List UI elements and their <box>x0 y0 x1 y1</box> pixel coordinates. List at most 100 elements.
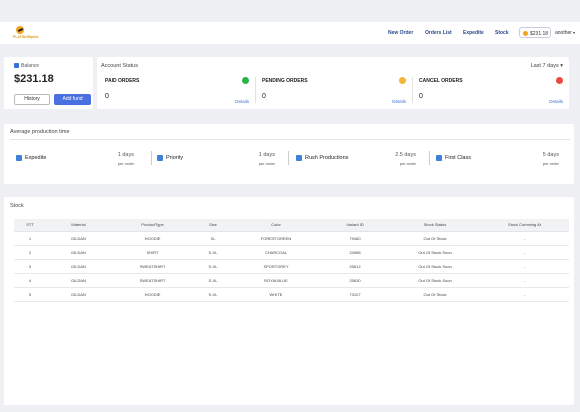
table-row: 2 GILDAN SHIRT S‑XL CHARCOAL 24088 Out O… <box>14 245 569 260</box>
table-cell: GILDAN <box>46 273 111 288</box>
production-item-name: Rush Productions <box>305 155 349 161</box>
table-cell: HOODIE <box>111 287 194 302</box>
production-item-expedite: Expedite 1 days per order <box>16 152 141 170</box>
pending-orders-details-link[interactable]: Details <box>392 99 406 104</box>
table-cell: - <box>480 245 569 260</box>
first-class-icon <box>436 155 442 161</box>
table-row: 3 GILDAN SWEATSHIRT S‑XL SPORTGREY 25612… <box>14 259 569 274</box>
column-header[interactable]: Stock Status <box>390 219 480 232</box>
production-item-days: 2.5 days <box>395 152 416 158</box>
table-cell: 79460 <box>320 231 390 246</box>
pending-orders-label: PENDING ORDERS <box>262 78 308 84</box>
table-cell: S‑XL <box>194 273 232 288</box>
nav-stock[interactable]: Stock <box>495 30 509 36</box>
table-cell: GILDAN <box>46 287 111 302</box>
production-item-rush: Rush Productions 2.5 days per order <box>296 152 421 170</box>
paid-orders-details-link[interactable]: Details <box>235 99 249 104</box>
divider <box>10 139 570 140</box>
column-header[interactable]: Variant ID <box>320 219 390 232</box>
table-cell: - <box>480 287 569 302</box>
chevron-down-icon: ▾ <box>560 63 563 69</box>
table-cell: SHIRT <box>111 245 194 260</box>
coin-icon <box>523 30 528 36</box>
cancel-orders-label: CANCEL ORDERS <box>419 78 463 84</box>
production-item-days: 5 days <box>542 152 559 158</box>
pending-orders-box: PENDING ORDERS 0 Details <box>258 73 409 107</box>
production-item-name: First Class <box>445 155 471 161</box>
stock-card: Stock STT Material ProductType Size Colo… <box>4 197 574 405</box>
production-time-card: Average production time Expedite 1 days … <box>4 124 574 184</box>
table-cell: ROYALBLUE <box>232 273 320 288</box>
table-cell: CHARCOAL <box>232 245 320 260</box>
balance-card: Balance $231.18 History Add fund <box>4 57 93 109</box>
balance-pill[interactable]: $231.18 <box>519 27 551 38</box>
logo-text: PLATINUMprint <box>13 35 39 39</box>
balance-value: $231.18 <box>14 73 54 85</box>
wallet-icon <box>14 63 19 68</box>
cancel-orders-details-link[interactable]: Details <box>549 99 563 104</box>
column-header[interactable]: ProductType <box>111 219 194 232</box>
table-row: 4 GILDAN SWEATSHIRT S‑XL ROYALBLUE 25630… <box>14 273 569 288</box>
table-cell: GILDAN <box>46 245 111 260</box>
table-row: 5 GILDAN HOODIE S‑XL WHITE 73107 Out Of … <box>14 287 569 302</box>
table-cell: S‑XL <box>194 245 232 260</box>
table-cell: - <box>480 273 569 288</box>
table-cell: 3 <box>14 259 46 274</box>
table-cell: SWEATSHIRT <box>111 259 194 274</box>
account-status-card: Account Status Last 7 days ▾ PAID ORDERS… <box>97 57 569 109</box>
table-cell: HOODIE <box>111 231 194 246</box>
nav-orders-list[interactable]: Orders List <box>425 30 452 36</box>
account-status-title: Account Status <box>101 63 138 69</box>
table-cell: WHITE <box>232 287 320 302</box>
table-cell: SWEATSHIRT <box>111 273 194 288</box>
production-item-per: per order <box>399 161 416 166</box>
priority-icon <box>157 155 163 161</box>
production-time-title: Average production time <box>10 129 70 135</box>
table-row: 1 GILDAN HOODIE XL FORESTGREEN 79460 Out… <box>14 231 569 246</box>
table-cell: Out Of Stock Soon <box>390 259 480 274</box>
table-cell: S‑XL <box>194 287 232 302</box>
rush-icon <box>296 155 302 161</box>
column-header[interactable]: Stock Comming At <box>480 219 569 232</box>
stock-title: Stock <box>10 203 24 209</box>
divider <box>288 151 289 165</box>
date-range-select[interactable]: Last 7 days ▾ <box>530 63 563 69</box>
column-header[interactable]: STT <box>14 219 46 232</box>
table-cell: Out Of Stock Soon <box>390 273 480 288</box>
table-cell: Out Of Stock <box>390 231 480 246</box>
logo-icon <box>16 26 24 34</box>
paid-status-icon <box>242 77 249 84</box>
table-cell: FORESTGREEN <box>232 231 320 246</box>
production-item-days: 1 days <box>258 152 275 158</box>
production-item-name: Expedite <box>25 155 47 161</box>
production-item-priority: Priority 1 days per order <box>157 152 282 170</box>
balance-label: Balance <box>14 63 39 69</box>
table-cell: - <box>480 259 569 274</box>
column-header[interactable]: Size <box>194 219 232 232</box>
logo[interactable]: PLATINUMprint <box>13 25 41 41</box>
add-fund-button[interactable]: Add fund <box>54 94 91 105</box>
table-header-row: STT Material ProductType Size Color Vari… <box>14 219 569 232</box>
production-item-per: per order <box>258 161 275 166</box>
divider <box>151 151 152 165</box>
history-button[interactable]: History <box>14 94 50 105</box>
paid-orders-box: PAID ORDERS 0 Details <box>101 73 252 107</box>
table-cell: - <box>480 231 569 246</box>
nav-expedite[interactable]: Expedite <box>463 30 484 36</box>
table-cell: 2 <box>14 245 46 260</box>
pending-status-icon <box>399 77 406 84</box>
table-cell: 25612 <box>320 259 390 274</box>
user-menu[interactable]: another▾ <box>555 30 575 36</box>
table-cell: 25630 <box>320 273 390 288</box>
chevron-down-icon: ▾ <box>572 30 575 35</box>
table-cell: GILDAN <box>46 259 111 274</box>
pending-orders-count: 0 <box>262 93 266 100</box>
stock-table: STT Material ProductType Size Color Vari… <box>14 219 569 302</box>
top-bar: PLATINUMprint New Order Orders List Expe… <box>0 22 580 44</box>
table-cell: 5 <box>14 287 46 302</box>
table-cell: 24088 <box>320 245 390 260</box>
nav-new-order[interactable]: New Order <box>388 30 414 36</box>
column-header[interactable]: Material <box>46 219 111 232</box>
production-item-per: per order <box>117 161 134 166</box>
column-header[interactable]: Color <box>232 219 320 232</box>
